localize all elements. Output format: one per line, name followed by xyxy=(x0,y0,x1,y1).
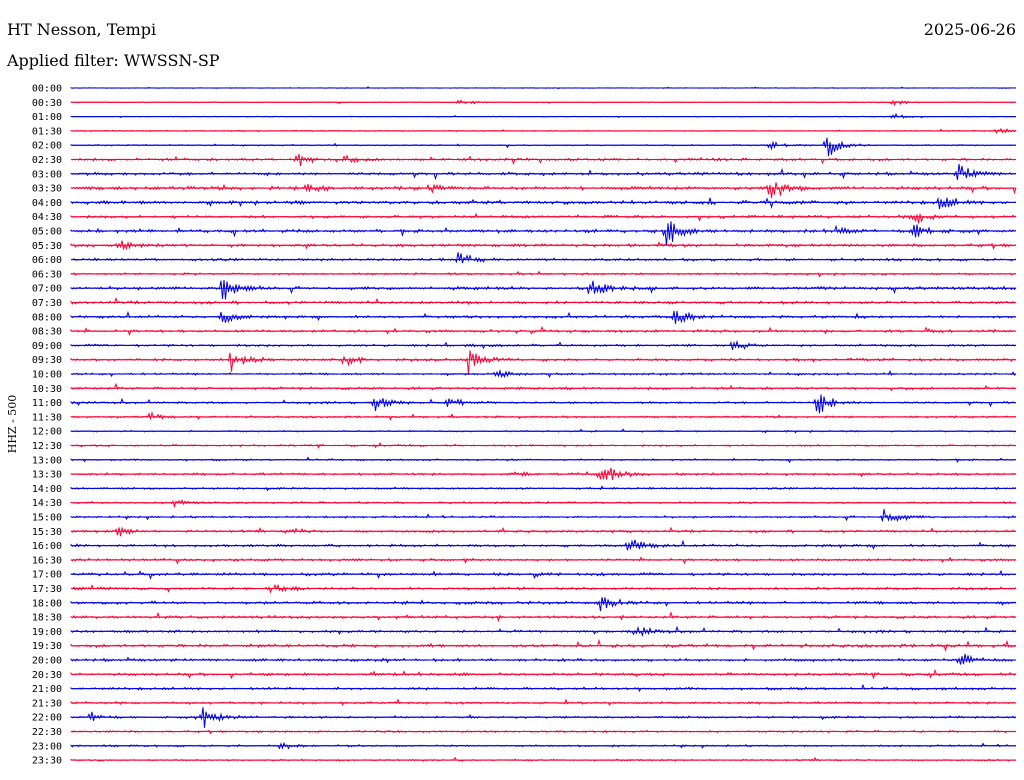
time-label: 21:00 xyxy=(32,684,62,695)
time-label: 19:00 xyxy=(32,627,62,638)
seismic-trace xyxy=(70,569,1017,580)
record-date: 2025-06-26 xyxy=(923,20,1016,39)
time-label: 06:30 xyxy=(32,269,62,280)
time-label: 14:00 xyxy=(32,484,62,495)
seismic-trace xyxy=(70,212,1017,224)
time-label: 05:30 xyxy=(32,241,62,252)
seismic-trace xyxy=(70,182,1017,199)
seismic-trace xyxy=(70,653,1017,665)
seismic-trace xyxy=(70,411,1017,421)
time-label: 01:30 xyxy=(32,126,62,137)
time-label: 02:30 xyxy=(32,155,62,166)
seismic-trace xyxy=(70,196,1017,210)
time-label: 03:00 xyxy=(32,169,62,180)
time-label: 20:00 xyxy=(32,656,62,667)
time-label: 00:00 xyxy=(32,84,62,95)
seismic-trace xyxy=(70,137,1017,157)
seismic-trace xyxy=(70,498,1017,509)
time-label: 15:30 xyxy=(32,527,62,538)
time-label: 18:30 xyxy=(32,613,62,624)
seismic-trace xyxy=(70,240,1017,251)
time-label: 17:30 xyxy=(32,584,62,595)
time-label: 17:00 xyxy=(32,570,62,581)
time-label: 09:30 xyxy=(32,355,62,366)
time-label: 11:30 xyxy=(32,412,62,423)
time-label: 12:00 xyxy=(32,427,62,438)
time-label: 16:00 xyxy=(32,541,62,552)
seismic-trace xyxy=(70,310,1017,324)
time-label: 18:00 xyxy=(32,598,62,609)
time-label: 04:30 xyxy=(32,212,62,223)
time-label: 08:30 xyxy=(32,327,62,338)
time-label: 03:30 xyxy=(32,184,62,195)
time-label: 06:00 xyxy=(32,255,62,266)
time-label: 10:00 xyxy=(32,370,62,381)
seismic-trace xyxy=(70,112,1017,119)
time-label: 10:30 xyxy=(32,384,62,395)
time-label: 23:30 xyxy=(32,756,62,767)
time-label: 22:30 xyxy=(32,727,62,738)
time-label: 07:00 xyxy=(32,284,62,295)
time-label: 15:00 xyxy=(32,513,62,524)
seismic-trace xyxy=(70,350,1017,375)
time-label: 20:30 xyxy=(32,670,62,681)
seismic-trace xyxy=(70,698,1017,706)
seismic-trace xyxy=(71,252,1017,264)
time-label: 12:30 xyxy=(32,441,62,452)
time-label: 13:00 xyxy=(32,455,62,466)
seismic-trace xyxy=(70,163,1017,181)
time-label: 08:00 xyxy=(32,312,62,323)
time-label: 13:30 xyxy=(32,470,62,481)
seismic-trace xyxy=(70,539,1017,551)
seismic-trace xyxy=(70,221,1017,246)
time-label: 11:00 xyxy=(32,398,62,409)
time-label: 02:00 xyxy=(32,141,62,152)
time-label: 19:30 xyxy=(32,641,62,652)
time-label: 07:30 xyxy=(32,298,62,309)
seismic-trace xyxy=(70,394,1017,414)
time-label: 01:00 xyxy=(32,112,62,123)
time-label: 23:00 xyxy=(32,741,62,752)
time-label: 09:00 xyxy=(32,341,62,352)
time-label: 05:00 xyxy=(32,227,62,238)
time-label: 16:30 xyxy=(32,555,62,566)
time-label: 14:30 xyxy=(32,498,62,509)
seismic-trace xyxy=(70,296,1017,306)
time-label: 00:30 xyxy=(32,98,62,109)
time-label: 04:00 xyxy=(32,198,62,209)
time-label: 21:30 xyxy=(32,698,62,709)
station-title: HT Nesson, Tempi xyxy=(7,20,157,39)
filter-label: Applied filter: WWSSN-SP xyxy=(7,51,220,70)
seismic-trace xyxy=(70,382,1017,392)
seismic-trace xyxy=(70,509,1017,523)
seismic-trace xyxy=(70,280,1017,300)
time-label: 22:00 xyxy=(32,713,62,724)
seismic-trace xyxy=(70,597,1017,612)
